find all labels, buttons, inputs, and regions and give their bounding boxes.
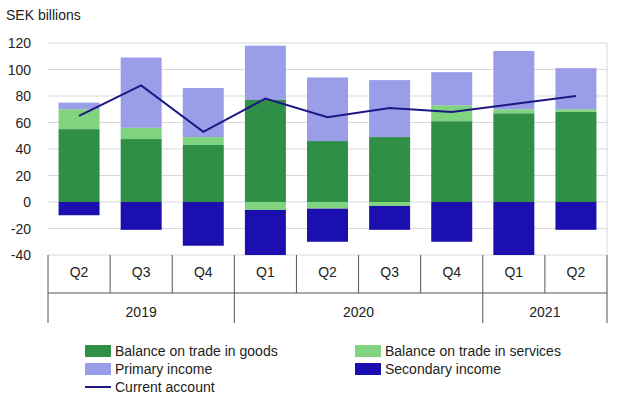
y-tick-label: 80 <box>15 88 31 104</box>
legend-swatch <box>85 386 111 388</box>
legend-swatch <box>355 363 381 375</box>
x-group-label: 2020 <box>343 304 374 320</box>
axis-separator <box>48 293 607 294</box>
y-tick-label: 0 <box>23 194 31 210</box>
bar <box>183 202 224 246</box>
legend-swatch <box>355 345 381 357</box>
bar <box>307 209 348 242</box>
bar <box>183 145 224 202</box>
x-group-label: 2019 <box>126 304 157 320</box>
bar <box>555 202 596 230</box>
x-group-label: 2021 <box>529 304 560 320</box>
bar <box>245 202 286 210</box>
x-tick-label: Q3 <box>132 264 151 280</box>
chart: SEK billions -40 -20 0 20 40 60 80 100 120 Q2 Q3 Q4 Q… <box>0 0 629 405</box>
bar <box>493 51 534 109</box>
legend-label: Balance on trade in goods <box>115 343 278 359</box>
bar <box>493 113 534 202</box>
axis-separator <box>110 255 111 293</box>
legend-label: Balance on trade in services <box>385 343 561 359</box>
legend-swatch <box>85 345 111 357</box>
bar <box>369 137 410 202</box>
bar <box>121 128 162 139</box>
y-tick-label: 100 <box>8 62 32 78</box>
bar <box>59 109 100 129</box>
bar <box>121 202 162 230</box>
axis-separator <box>482 255 483 323</box>
bar <box>555 68 596 109</box>
bar <box>307 77 348 141</box>
bar <box>307 141 348 202</box>
legend-label: Primary income <box>115 361 212 377</box>
axis-separator <box>358 255 359 293</box>
bar <box>183 88 224 137</box>
axis-separator <box>420 255 421 293</box>
bar <box>493 202 534 255</box>
bar <box>59 202 100 215</box>
x-tick-label: Q2 <box>70 264 89 280</box>
x-tick-label: Q4 <box>194 264 213 280</box>
y-tick-label: 120 <box>8 35 32 51</box>
legend-label: Secondary income <box>385 361 501 377</box>
x-tick-label: Q2 <box>567 264 586 280</box>
bar <box>245 46 286 100</box>
bar <box>183 137 224 145</box>
axis-separator <box>607 255 608 323</box>
x-tick-label: Q1 <box>504 264 523 280</box>
x-tick-label: Q3 <box>380 264 399 280</box>
bar <box>307 202 348 209</box>
bar <box>431 72 472 105</box>
line <box>79 85 576 131</box>
bar <box>493 109 534 113</box>
axis-separator <box>48 255 49 323</box>
bar <box>245 100 286 202</box>
axis-separator <box>234 255 235 323</box>
plot-area <box>59 46 597 255</box>
axis-separator <box>544 255 545 293</box>
plot-edge <box>607 43 608 255</box>
bar <box>431 121 472 202</box>
y-tick-label: 20 <box>15 168 31 184</box>
bar <box>59 129 100 202</box>
bar <box>555 109 596 112</box>
bar <box>369 206 410 230</box>
bar <box>431 105 472 121</box>
y-axis-label: SEK billions <box>6 7 81 23</box>
legend-swatch <box>85 363 111 375</box>
bar <box>555 112 596 202</box>
bar <box>121 139 162 202</box>
axis-separator <box>296 255 297 293</box>
y-tick-label: 40 <box>15 141 31 157</box>
bar <box>245 210 286 255</box>
grid-line <box>48 43 607 44</box>
axis-separator <box>172 255 173 293</box>
y-tick-label: -20 <box>11 221 31 237</box>
bar <box>369 202 410 206</box>
bar <box>431 202 472 242</box>
x-tick-label: Q2 <box>318 264 337 280</box>
legend-label: Current account <box>115 379 215 395</box>
x-tick-label: Q1 <box>256 264 275 280</box>
x-tick-label: Q4 <box>442 264 461 280</box>
y-tick-label: -40 <box>11 247 31 263</box>
y-tick-label: 60 <box>15 115 31 131</box>
